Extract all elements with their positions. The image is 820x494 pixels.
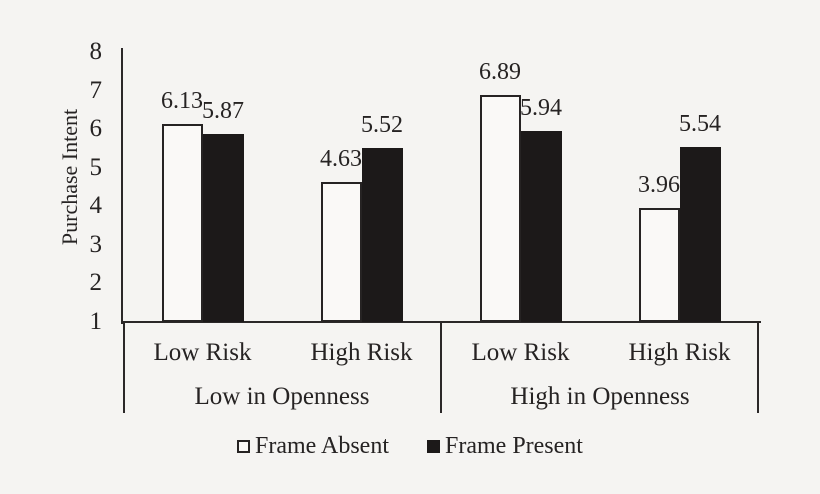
legend-label-frame-present: Frame Present xyxy=(445,433,583,459)
bar-frame-absent-1 xyxy=(161,124,203,322)
value-label-frame-present-4: 5.54 xyxy=(679,110,721,137)
frame-absent-swatch-icon xyxy=(237,439,251,453)
y-tick-label-8: 8 xyxy=(89,38,103,65)
bar-frame-present-2 xyxy=(361,147,403,322)
y-tick-label-6: 6 xyxy=(89,115,103,143)
group-label-high-in-openness: High in Openness xyxy=(510,383,690,410)
category-label-high-risk-4: High Risk xyxy=(628,339,731,366)
bar-frame-present-4 xyxy=(679,146,721,322)
legend: Frame Absent Frame Present xyxy=(0,430,820,462)
category-separator-3 xyxy=(757,322,759,413)
y-axis-line xyxy=(121,48,123,324)
legend-item-frame-present: Frame Present xyxy=(427,431,583,461)
bar-frame-absent-4 xyxy=(638,207,680,322)
y-tick-label-4: 4 xyxy=(89,192,103,220)
value-label-frame-absent-1: 6.13 xyxy=(161,88,203,115)
y-tick-label-3: 3 xyxy=(89,230,103,258)
value-label-frame-absent-2: 4.63 xyxy=(320,145,362,172)
value-label-frame-present-1: 5.87 xyxy=(202,98,244,125)
y-tick-label-5: 5 xyxy=(89,153,103,181)
category-label-high-risk-2: High Risk xyxy=(310,339,413,366)
bar-frame-absent-3 xyxy=(479,94,521,322)
value-label-frame-absent-4: 3.96 xyxy=(638,171,680,198)
category-label-low-risk-1: Low Risk xyxy=(153,339,252,366)
bar-frame-absent-2 xyxy=(320,181,362,322)
value-label-frame-present-2: 5.52 xyxy=(361,111,403,138)
legend-label-frame-absent: Frame Absent xyxy=(255,433,389,459)
group-label-low-in-openness: Low in Openness xyxy=(194,383,370,410)
frame-present-swatch-icon xyxy=(427,439,440,453)
bar-frame-present-3 xyxy=(520,131,562,322)
legend-item-frame-absent: Frame Absent xyxy=(237,431,389,461)
category-separator-2 xyxy=(440,322,442,413)
category-label-low-risk-3: Low Risk xyxy=(471,339,570,366)
bar-frame-present-1 xyxy=(202,134,244,322)
y-tick-label-1: 1 xyxy=(89,308,103,335)
value-label-frame-absent-3: 6.89 xyxy=(479,58,521,85)
category-separator-1 xyxy=(123,322,125,413)
y-tick-label-7: 7 xyxy=(89,76,103,104)
y-tick-label-2: 2 xyxy=(89,269,103,297)
value-label-frame-present-3: 5.94 xyxy=(520,95,562,122)
